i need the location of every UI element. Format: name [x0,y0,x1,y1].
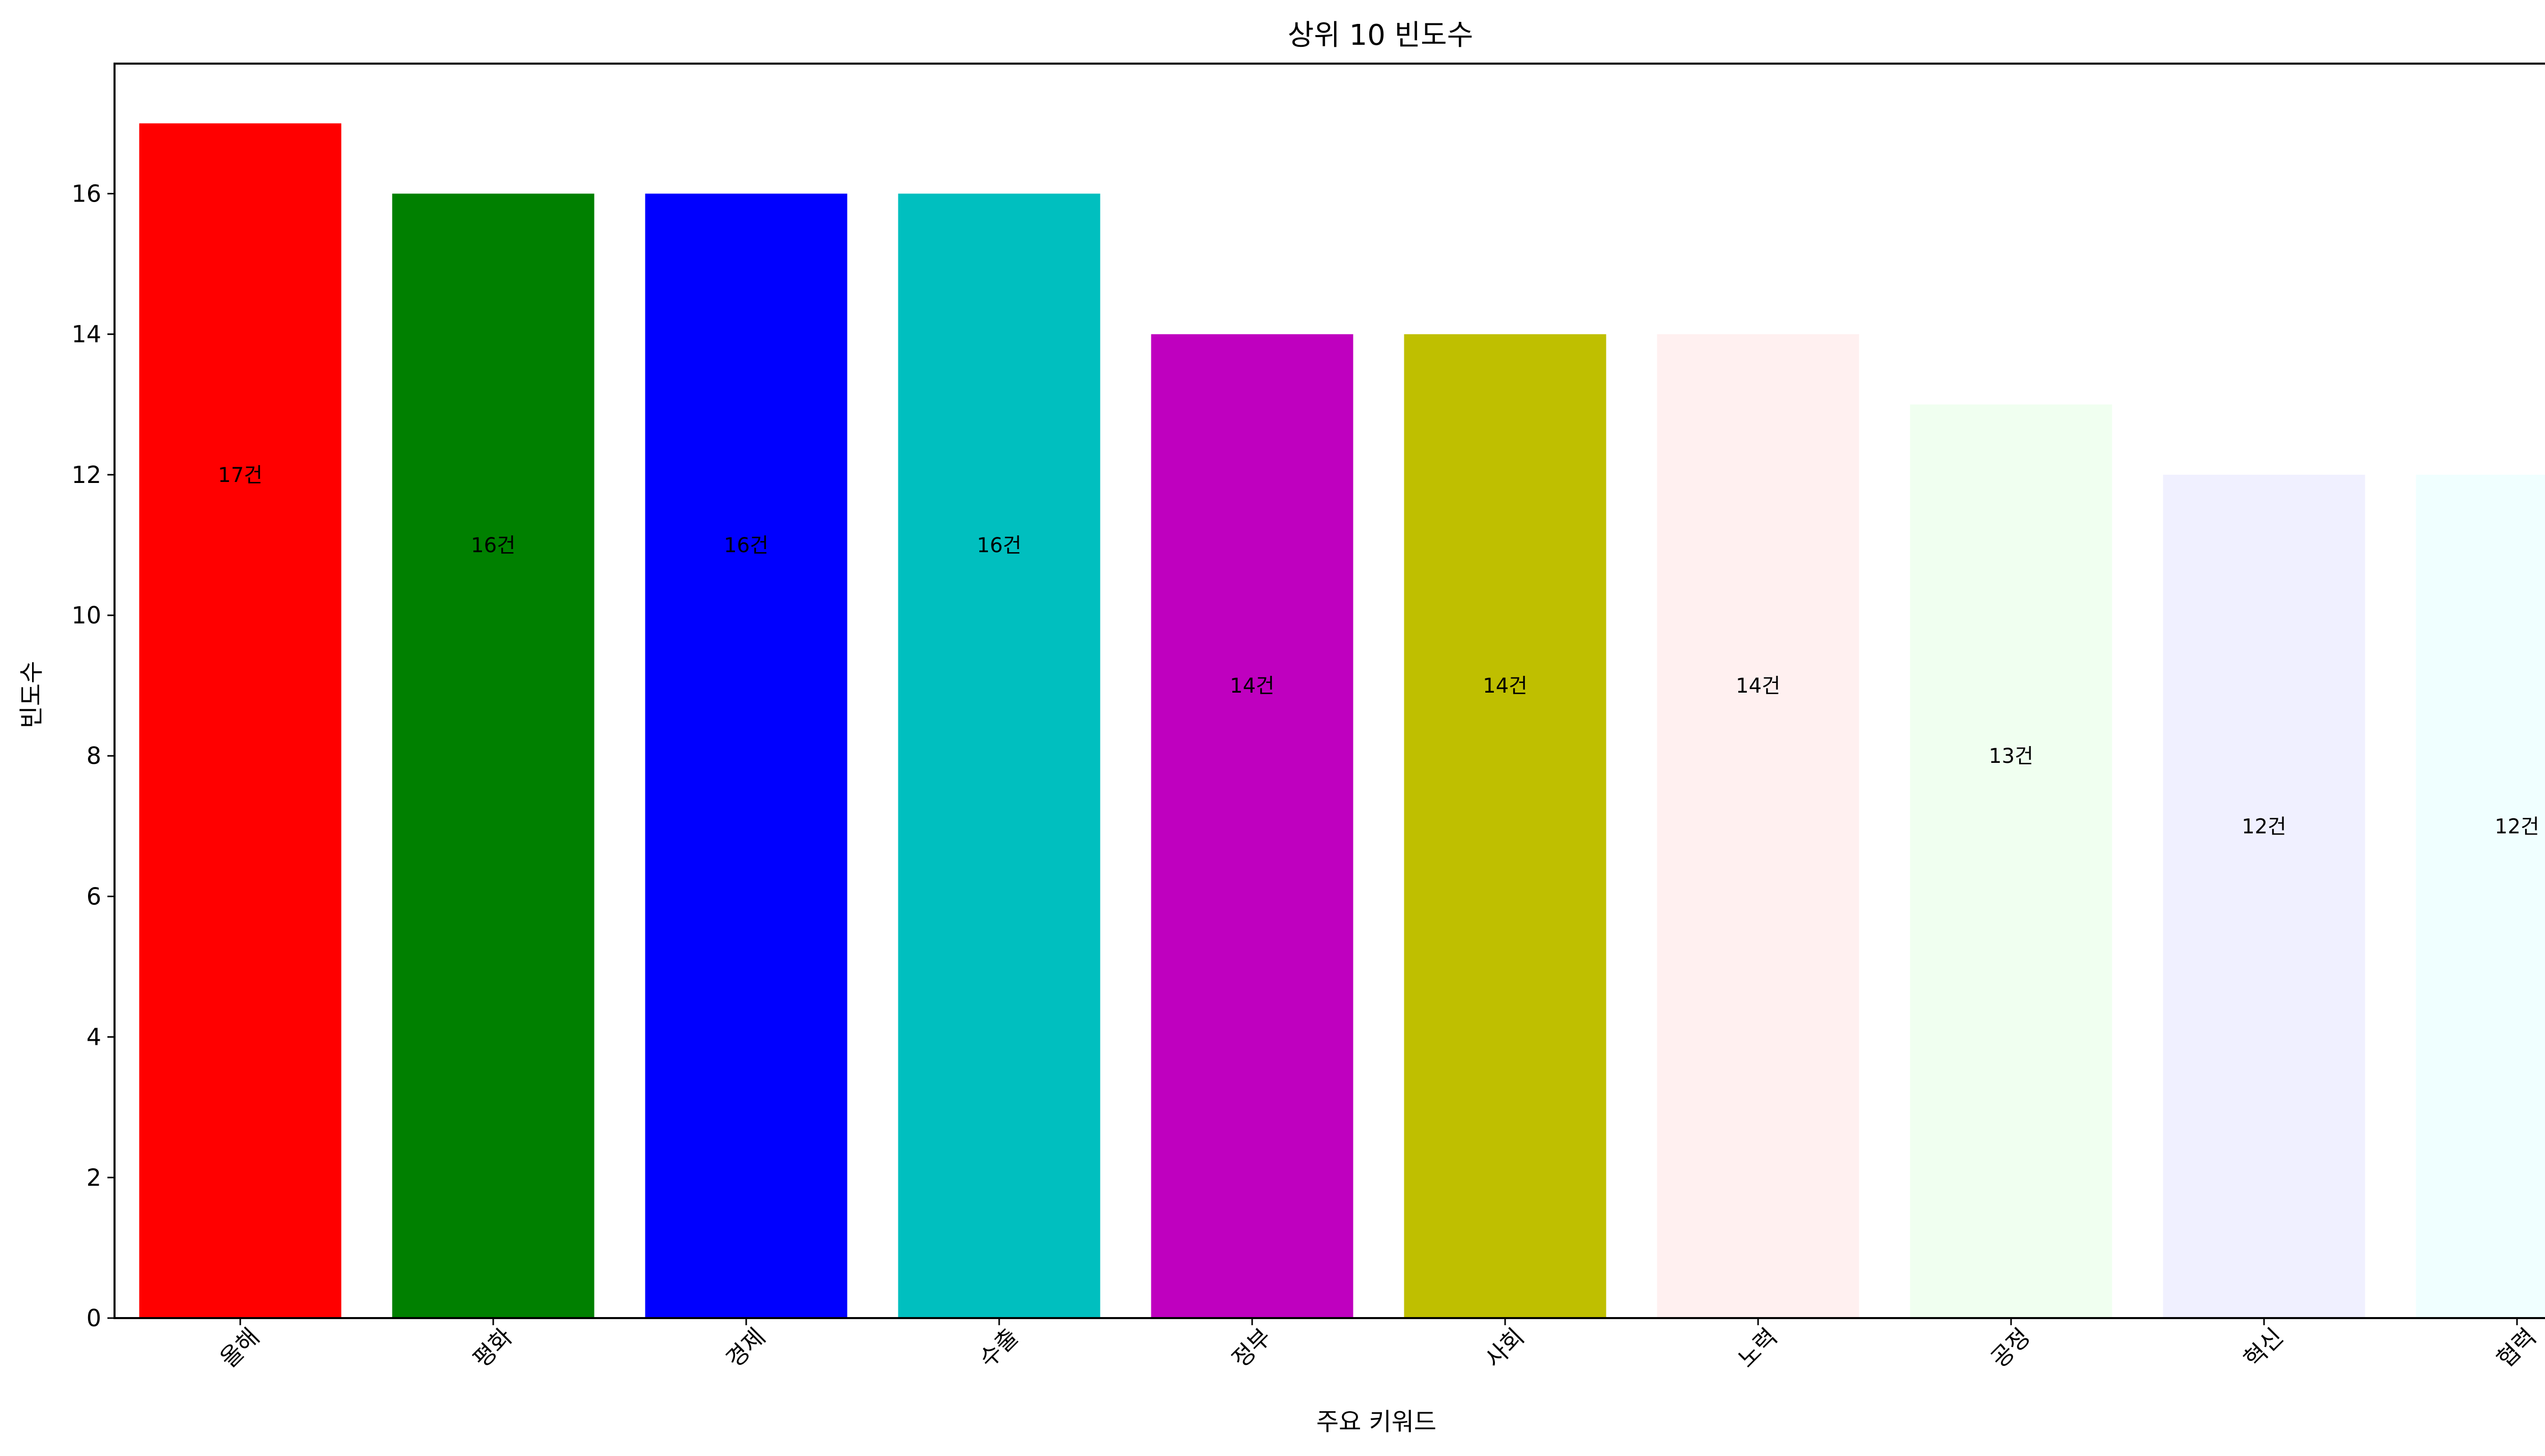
bar-3 [645,193,847,1319]
x-tick-label: 정부 [1227,1323,1277,1373]
y-tick-label: 16 [71,180,101,207]
x-axis: 올해 평화 경제 수출 정부 사회 노력 공정 혁신 협력 [215,1318,2541,1373]
bar-2 [392,193,595,1319]
data-label: 14건 [1230,674,1275,698]
y-tick-label: 2 [87,1164,101,1191]
x-axis-label: 주요 키워드 [1316,1408,1436,1436]
data-label: 12건 [2495,815,2539,838]
y-axis-label: 빈도수 [17,661,46,728]
y-axis: 0 2 4 6 8 10 12 14 16 [71,180,115,1332]
y-tick-label: 14 [71,321,101,348]
data-label: 14건 [1736,674,1780,698]
x-tick-label: 노력 [1733,1323,1783,1373]
data-label: 12건 [2242,815,2286,838]
x-tick-label: 평화 [468,1323,518,1373]
data-label: 13건 [1989,745,2033,768]
bar-7 [1657,334,1859,1318]
bar-8 [1910,404,2112,1318]
data-label: 16건 [471,534,516,557]
x-tick-label: 경제 [721,1323,771,1373]
bars-group [139,123,2545,1319]
data-label: 17건 [218,464,263,487]
chart-title: 상위 10 빈도수 [1288,19,1473,52]
x-tick-label: 혁신 [2239,1323,2288,1373]
bar-9 [2163,474,2365,1318]
data-label: 16건 [977,534,1022,557]
y-tick-label: 6 [87,882,101,910]
bar-6 [1404,334,1606,1318]
y-tick-label: 10 [71,602,101,629]
bar-4 [898,193,1100,1319]
x-tick-label: 공정 [1986,1323,2035,1373]
x-tick-label: 협력 [2492,1323,2541,1373]
x-tick-label: 수출 [974,1323,1024,1373]
bar-10 [2416,474,2545,1318]
y-tick-label: 8 [87,742,101,769]
x-tick-label: 사회 [1480,1323,1530,1373]
y-tick-label: 12 [71,461,101,489]
data-label: 14건 [1483,674,1528,698]
y-tick-label: 4 [87,1023,101,1051]
data-labels-group: 17건 16건 16건 16건 14건 14건 14건 13건 12건 12건 [218,464,2539,838]
data-label: 16건 [724,534,769,557]
x-tick-label: 올해 [215,1323,265,1373]
bar-5 [1151,334,1353,1318]
bar-1 [139,123,342,1319]
plot-frame [114,63,2545,1319]
y-tick-label: 0 [87,1304,101,1332]
